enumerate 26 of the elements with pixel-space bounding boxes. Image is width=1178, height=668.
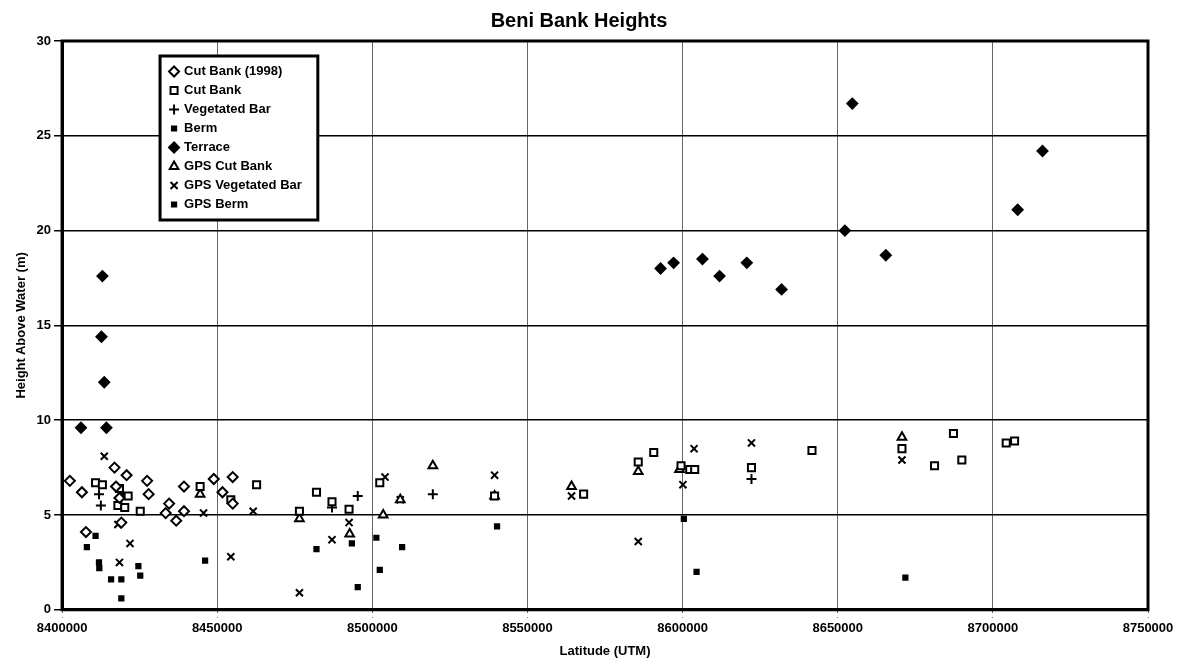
y-tick-label: 25 <box>36 127 52 143</box>
legend-label: Terrace <box>184 139 231 155</box>
legend-label: Cut Bank <box>184 82 242 98</box>
y-axis-title: Height Above Water (m) <box>13 252 29 399</box>
x-tick-label: 8450000 <box>191 620 243 636</box>
legend-label: GPS Cut Bank <box>184 158 273 174</box>
x-tick-label: 8550000 <box>502 620 553 636</box>
y-tick-label: 5 <box>43 506 52 522</box>
chart-title: Beni Bank Heights <box>490 8 668 31</box>
y-tick-label: 10 <box>36 411 52 427</box>
x-tick-label: 8650000 <box>812 620 864 636</box>
y-tick-label: 30 <box>36 32 52 48</box>
legend-label: GPS Berm <box>184 196 249 212</box>
x-tick-label: 8400000 <box>36 620 88 636</box>
y-tick-label: 15 <box>36 316 52 332</box>
legend-label: Cut Bank (1998) <box>184 63 283 79</box>
x-tick-label: 8500000 <box>347 620 398 636</box>
y-tick-label: 0 <box>43 601 52 617</box>
x-tick-label: 8750000 <box>1122 620 1174 636</box>
x-tick-label: 8700000 <box>967 620 1019 636</box>
legend-label: Berm <box>184 120 218 136</box>
x-axis-title: Latitude (UTM) <box>559 642 651 658</box>
y-tick-label: 20 <box>36 222 52 238</box>
legend-label: GPS Vegetated Bar <box>184 177 302 193</box>
legend-label: Vegetated Bar <box>184 101 271 117</box>
x-tick-label: 8600000 <box>657 620 708 636</box>
